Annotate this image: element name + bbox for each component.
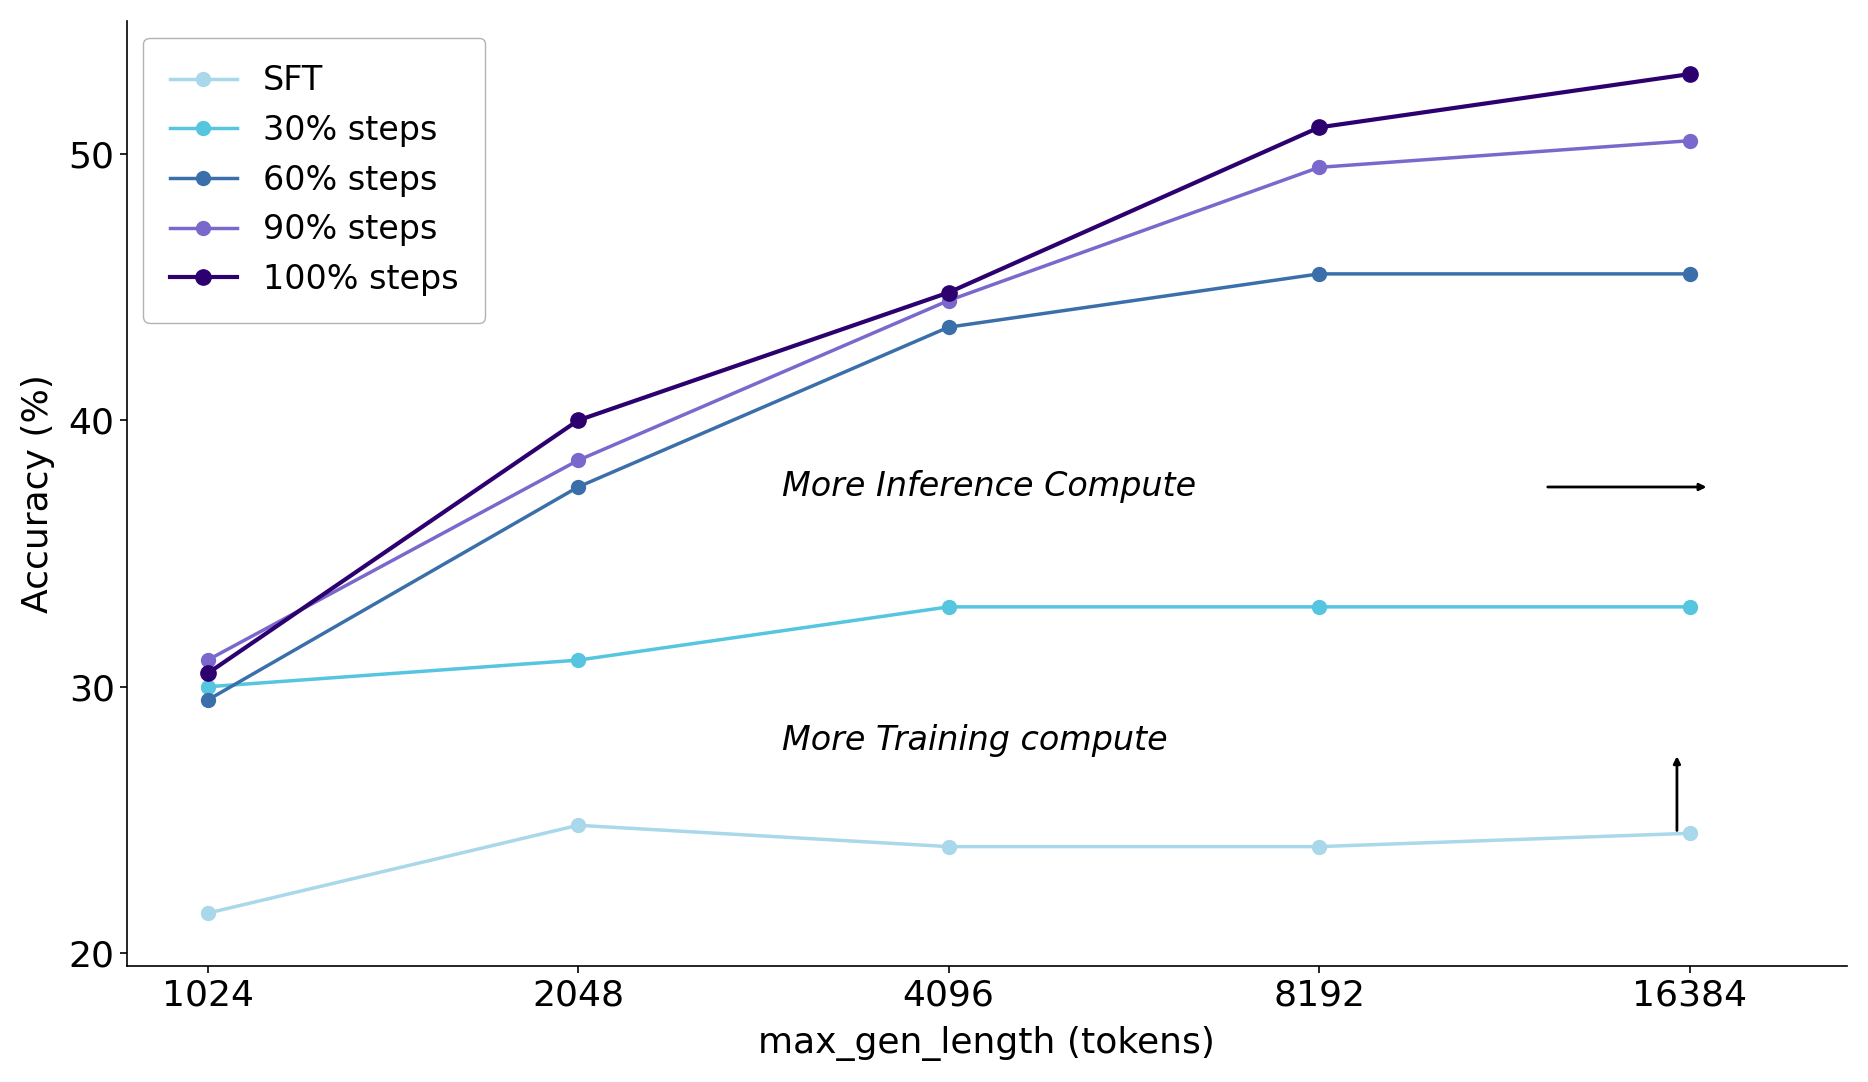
Text: More Inference Compute: More Inference Compute [783, 471, 1196, 503]
SFT [938, 840, 960, 853]
SFT [196, 907, 219, 920]
100% steps [196, 667, 219, 679]
60% steps [566, 480, 588, 493]
Line: 30% steps: 30% steps [200, 599, 1696, 694]
90% steps [196, 654, 219, 667]
30% steps [1308, 601, 1330, 613]
Line: 100% steps: 100% steps [200, 66, 1698, 681]
30% steps [1679, 601, 1702, 613]
90% steps [1679, 134, 1702, 147]
Legend: SFT, 30% steps, 60% steps, 90% steps, 100% steps: SFT, 30% steps, 60% steps, 90% steps, 10… [144, 38, 486, 322]
90% steps [1308, 161, 1330, 174]
100% steps [938, 286, 960, 299]
60% steps [938, 320, 960, 333]
SFT [1308, 840, 1330, 853]
30% steps [196, 681, 219, 694]
Line: SFT: SFT [200, 818, 1696, 920]
90% steps [938, 294, 960, 307]
30% steps [566, 654, 588, 667]
60% steps [1679, 267, 1702, 280]
60% steps [196, 694, 219, 707]
SFT [1679, 827, 1702, 840]
Text: More Training compute: More Training compute [783, 724, 1168, 756]
100% steps [1679, 67, 1702, 80]
Line: 60% steps: 60% steps [200, 267, 1696, 707]
SFT [566, 819, 588, 832]
30% steps [938, 601, 960, 613]
Y-axis label: Accuracy (%): Accuracy (%) [21, 374, 54, 613]
X-axis label: max_gen_length (tokens): max_gen_length (tokens) [758, 1026, 1216, 1061]
90% steps [566, 453, 588, 466]
100% steps [1308, 121, 1330, 134]
Line: 90% steps: 90% steps [200, 134, 1696, 668]
60% steps [1308, 267, 1330, 280]
100% steps [566, 414, 588, 427]
